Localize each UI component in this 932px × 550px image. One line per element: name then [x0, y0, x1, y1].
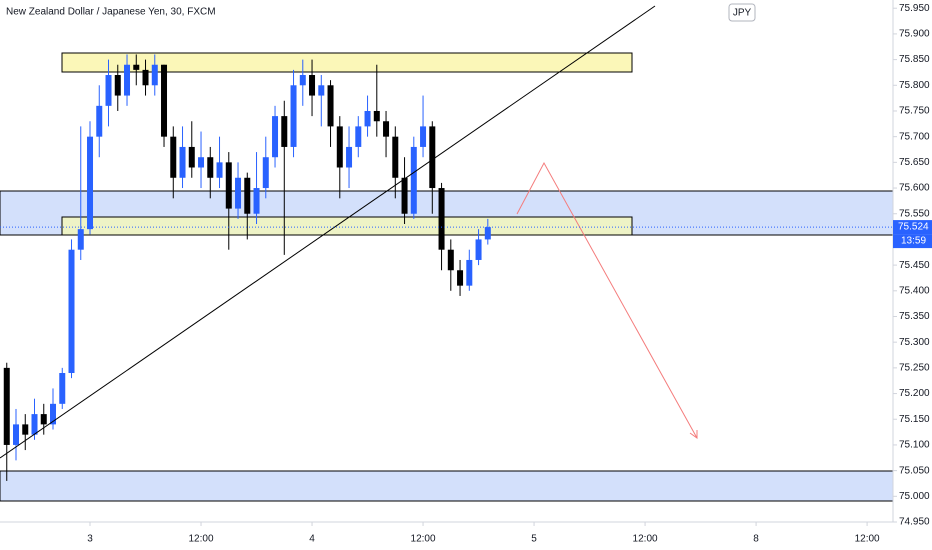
last-price-box	[893, 220, 932, 235]
yellow-zone	[61, 216, 633, 236]
y-tick-label: 75.650	[899, 157, 930, 168]
candle-body	[318, 85, 325, 96]
candle-body	[309, 75, 316, 96]
candles	[3, 54, 491, 481]
candle-body	[31, 414, 38, 435]
y-tick-label: 75.200	[899, 388, 930, 399]
candle-body	[3, 367, 10, 445]
x-tick-label: 12:00	[189, 534, 214, 545]
y-tick-label: 75.100	[899, 440, 930, 451]
last-price-label: 75.524	[898, 222, 929, 233]
candle-body	[216, 162, 223, 178]
candle-body	[188, 146, 195, 168]
candle-body	[50, 403, 57, 425]
resistance-zone	[61, 52, 633, 73]
candle-body	[77, 229, 84, 250]
countdown: 13:59	[901, 236, 926, 247]
y-tick-label: 75.600	[899, 183, 930, 194]
candle-body	[299, 75, 306, 86]
y-tick-label: 74.950	[899, 517, 930, 528]
candle-body	[401, 177, 408, 214]
candle-body	[207, 157, 214, 178]
candle-body	[22, 424, 29, 435]
arrow-head	[689, 430, 698, 439]
candle-body	[355, 126, 362, 147]
y-tick-label: 75.750	[899, 106, 930, 117]
candle-body	[420, 126, 427, 147]
candle-body	[253, 188, 260, 214]
y-tick-label: 75.050	[899, 465, 930, 476]
candle-body	[373, 110, 380, 122]
y-tick-label: 75.850	[899, 54, 930, 65]
candle-body	[383, 121, 390, 137]
candle-body	[59, 373, 66, 404]
drawings	[0, 5, 698, 459]
candle-body	[244, 177, 251, 214]
currency-badge[interactable]	[728, 3, 756, 22]
candle-body	[392, 136, 399, 178]
y-tick-label: 75.350	[899, 311, 930, 322]
y-tick-label: 75.000	[899, 491, 930, 502]
trend-line	[0, 5, 656, 459]
candle-body	[198, 157, 205, 168]
candle-body	[475, 239, 482, 260]
candle-body	[13, 424, 20, 445]
y-tick-label: 75.450	[899, 260, 930, 271]
candle-body	[105, 75, 112, 106]
y-tick-label: 75.400	[899, 285, 930, 296]
candle-body	[179, 146, 186, 178]
x-tick-label: 12:00	[855, 534, 880, 545]
candle-body	[114, 75, 121, 96]
x-tick-label: 12:00	[411, 534, 436, 545]
candle-body	[364, 110, 371, 127]
y-tick-label: 75.550	[899, 208, 930, 219]
candle-body	[290, 85, 297, 147]
candle-body	[262, 157, 269, 189]
candle-body	[142, 69, 149, 86]
y-tick-label: 75.250	[899, 363, 930, 374]
y-tick-label: 75.300	[899, 337, 930, 348]
candle-body	[484, 227, 491, 240]
y-tick-label: 75.900	[899, 29, 930, 40]
x-tick-label: 8	[753, 534, 759, 545]
countdown-box	[893, 234, 932, 249]
candle-body	[96, 105, 103, 137]
candle-body	[151, 64, 158, 86]
chart-title: New Zealand Dollar / Japanese Yen, 30, F…	[6, 7, 216, 18]
y-tick-label: 75.150	[899, 414, 930, 425]
candle-body	[124, 64, 131, 96]
candle-body	[170, 136, 177, 178]
y-tick-label: 75.950	[899, 3, 930, 14]
currency: JPY	[733, 8, 752, 19]
candle-body	[410, 146, 417, 214]
candle-body	[272, 116, 279, 158]
candle-body	[235, 177, 242, 209]
candle-body	[40, 414, 47, 425]
candle-body	[429, 126, 436, 189]
y-tick-label: 75.800	[899, 80, 930, 91]
support-zone	[0, 470, 894, 502]
y-tick-label: 75.700	[899, 131, 930, 142]
x-tick-label: 3	[87, 534, 93, 545]
candle-body	[327, 85, 334, 127]
candle-body	[133, 64, 140, 70]
candle-body	[161, 64, 168, 137]
candle-body	[281, 116, 288, 147]
candle-body	[457, 270, 464, 286]
x-tick-label: 5	[531, 534, 537, 545]
candle-body	[346, 146, 353, 168]
x-tick-label: 12:00	[633, 534, 658, 545]
candle-body	[466, 259, 473, 286]
x-tick-label: 4	[309, 534, 315, 545]
candle-body	[87, 136, 94, 230]
candle-body	[68, 249, 75, 374]
projection-arrow	[516, 161, 698, 439]
candle-body	[336, 126, 343, 168]
candle-body	[447, 249, 454, 271]
candle-body	[225, 162, 232, 209]
candle-body	[438, 188, 445, 250]
